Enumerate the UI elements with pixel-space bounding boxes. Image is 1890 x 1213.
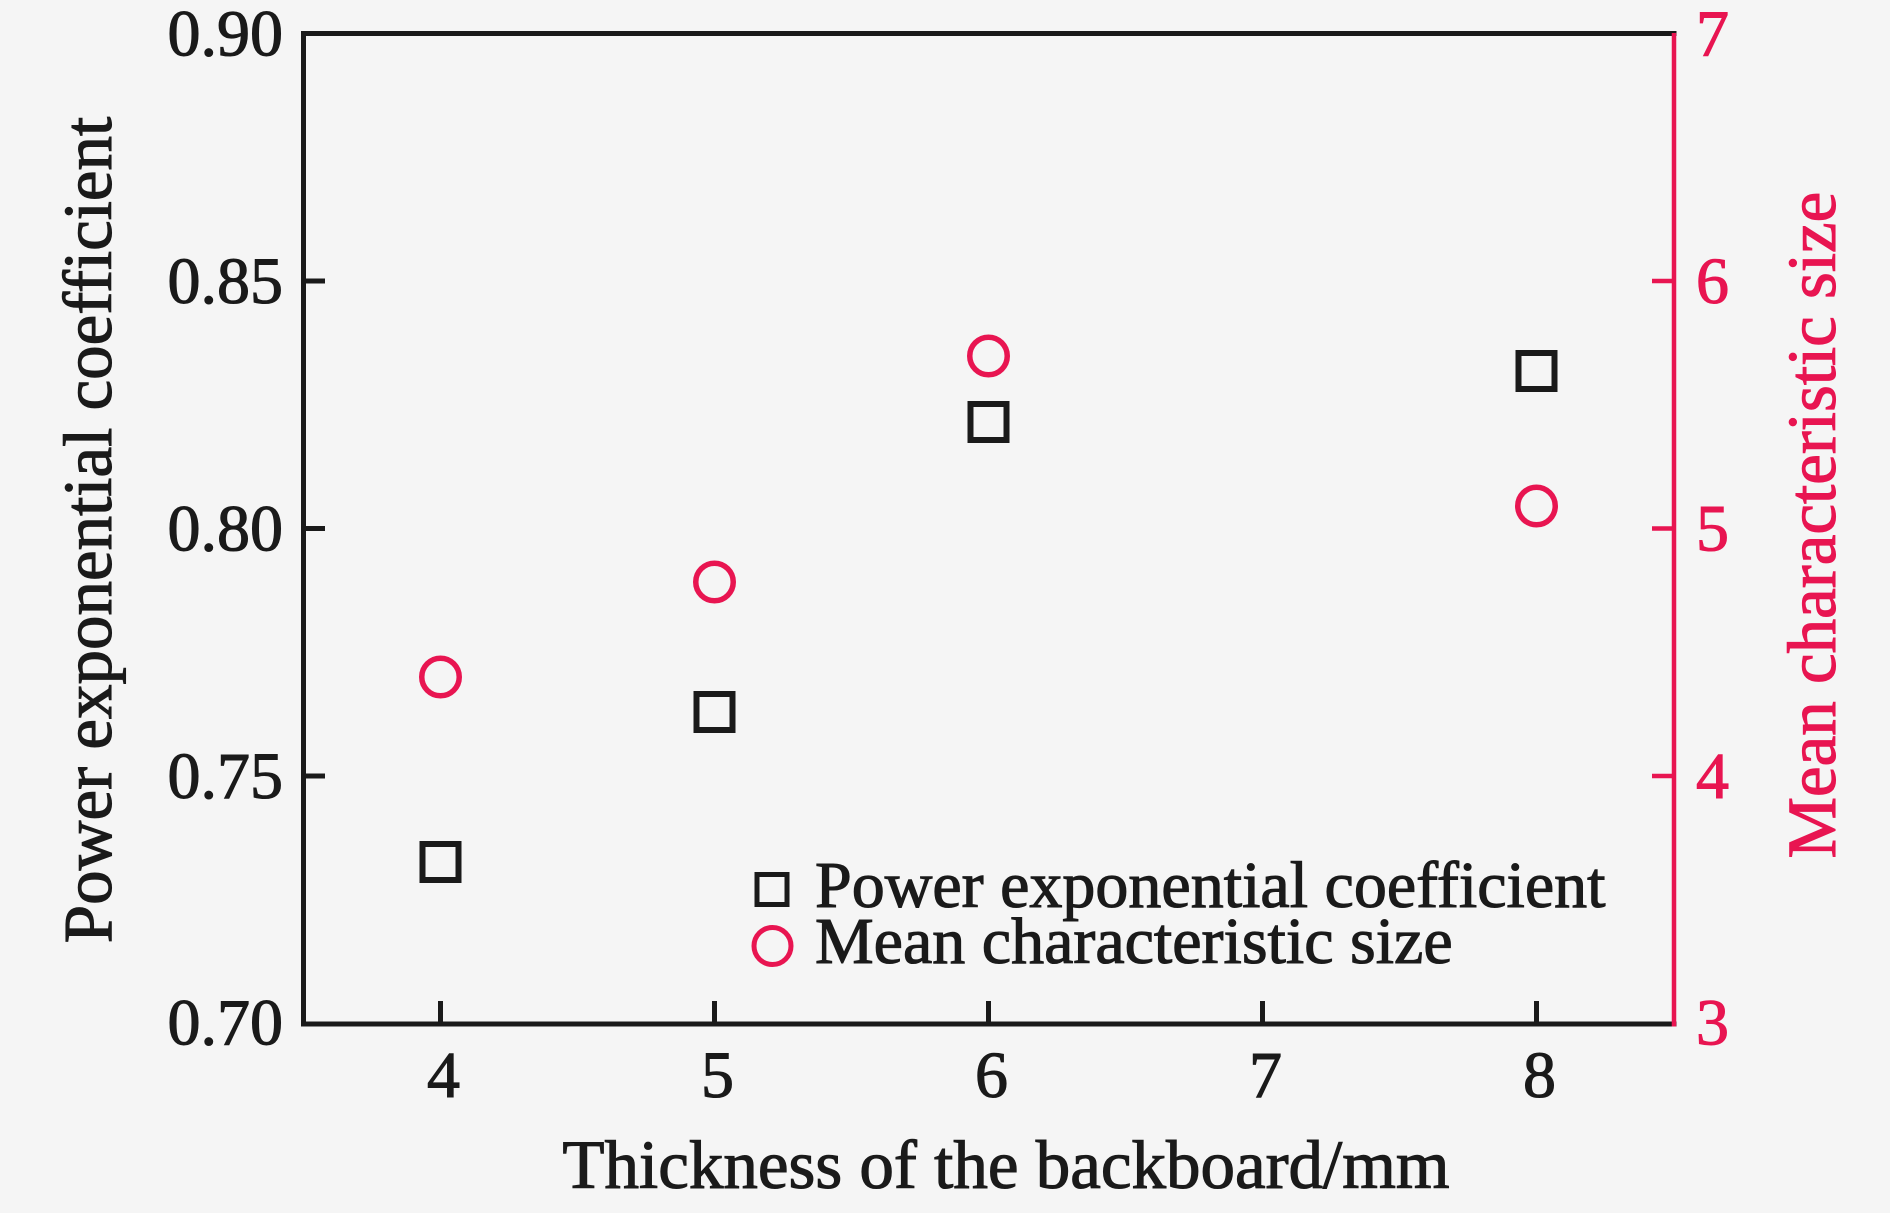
svg-text:Power exponential coefficient: Power exponential coefficient xyxy=(815,849,1606,922)
svg-text:6: 6 xyxy=(1696,245,1729,318)
svg-text:6: 6 xyxy=(975,1039,1008,1112)
svg-text:5: 5 xyxy=(701,1039,734,1112)
svg-text:Power exponential coefficient: Power exponential coefficient xyxy=(50,117,126,943)
svg-text:Thickness of the backboard/mm: Thickness of the backboard/mm xyxy=(562,1127,1449,1203)
svg-text:8: 8 xyxy=(1523,1039,1556,1112)
svg-text:5: 5 xyxy=(1696,493,1729,566)
svg-text:4: 4 xyxy=(427,1039,460,1112)
svg-text:0.80: 0.80 xyxy=(168,493,284,566)
svg-text:0.75: 0.75 xyxy=(168,740,284,813)
svg-text:0.90: 0.90 xyxy=(168,0,284,71)
svg-text:0.70: 0.70 xyxy=(168,987,284,1060)
svg-text:4: 4 xyxy=(1696,740,1729,813)
svg-text:3: 3 xyxy=(1696,987,1729,1060)
svg-text:Mean characteristic size: Mean characteristic size xyxy=(815,905,1453,978)
svg-text:Mean characteristic size: Mean characteristic size xyxy=(1774,192,1850,859)
svg-text:7: 7 xyxy=(1696,0,1729,71)
svg-text:7: 7 xyxy=(1249,1039,1282,1112)
svg-text:0.85: 0.85 xyxy=(168,245,284,318)
